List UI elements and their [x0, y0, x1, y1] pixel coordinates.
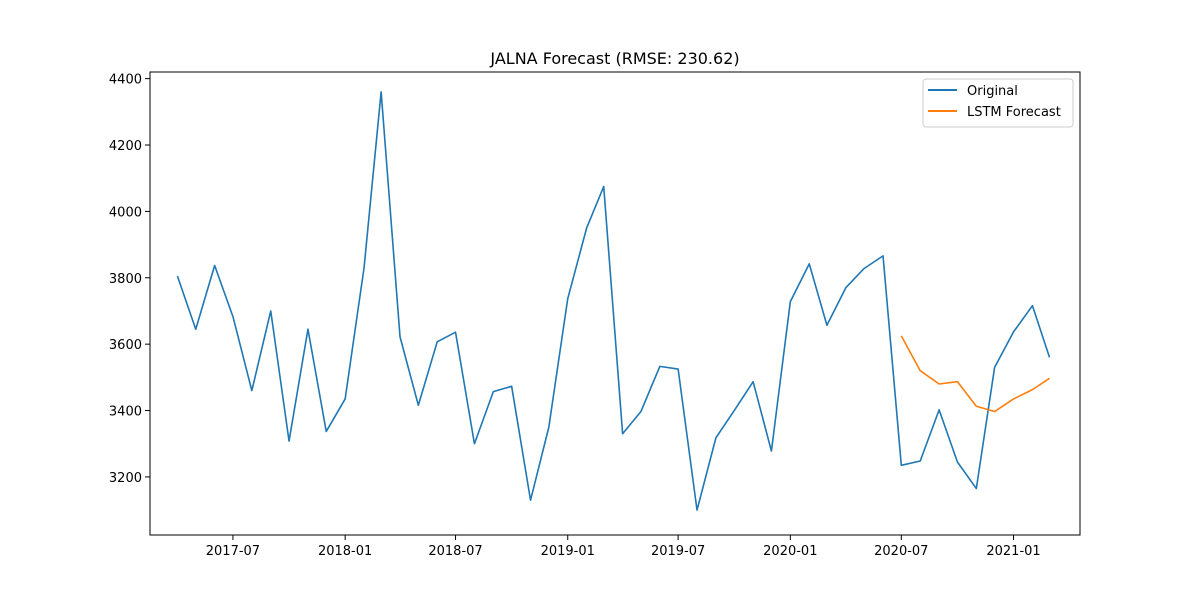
- y-tick-label: 4000: [109, 205, 142, 220]
- data-point-original: [436, 341, 438, 343]
- chart-title: JALNA Forecast (RMSE: 230.62): [489, 49, 739, 68]
- data-point-original: [1031, 305, 1033, 307]
- data-point-original: [380, 91, 382, 93]
- data-point-original: [325, 430, 327, 432]
- data-point-lstm-forecast: [956, 381, 958, 383]
- legend: Original LSTM Forecast: [922, 78, 1074, 128]
- data-point-original: [492, 391, 494, 393]
- y-tick-label: 4200: [109, 139, 142, 154]
- data-point-lstm-forecast: [900, 335, 902, 337]
- data-point-original: [473, 443, 475, 445]
- data-point-original: [994, 366, 996, 368]
- y-tick-label: 3200: [109, 471, 142, 486]
- data-point-original: [1013, 331, 1015, 333]
- data-point-original: [845, 287, 847, 289]
- series-line-original: [176, 91, 1051, 511]
- data-point-original: [640, 411, 642, 413]
- legend-label-original: Original: [967, 84, 1018, 99]
- data-point-original: [770, 450, 772, 452]
- data-point-original: [603, 186, 605, 188]
- x-tick-label: 2021-01: [986, 544, 1040, 559]
- data-point-original: [288, 440, 290, 442]
- data-point-original: [696, 509, 698, 511]
- data-point-original: [363, 267, 365, 269]
- data-point-original: [586, 227, 588, 229]
- data-point-original: [399, 336, 401, 338]
- data-point-original: [715, 437, 717, 439]
- data-point-original: [919, 460, 921, 462]
- legend-box: [922, 78, 1074, 128]
- data-point-original: [752, 381, 754, 383]
- data-point-lstm-forecast: [975, 405, 977, 407]
- plot-frame: [149, 71, 1081, 536]
- data-point-original: [195, 328, 197, 330]
- data-point-original: [789, 301, 791, 303]
- data-point-original: [232, 316, 234, 318]
- data-point-original: [214, 265, 216, 267]
- x-tick-label: 2017-07: [206, 544, 260, 559]
- data-point-original: [733, 410, 735, 412]
- data-point-original: [417, 404, 419, 406]
- data-point-lstm-forecast: [919, 370, 921, 372]
- x-tick-label: 2018-01: [318, 544, 372, 559]
- data-point-original: [622, 433, 624, 435]
- data-point-original: [307, 328, 309, 330]
- data-point-original: [808, 263, 810, 265]
- series-line-lstm-forecast: [900, 335, 1050, 413]
- y-tick-label: 3600: [109, 338, 142, 353]
- data-point-original: [251, 390, 253, 392]
- data-point-original: [270, 310, 272, 312]
- data-point-original: [176, 275, 178, 277]
- data-point-original: [882, 255, 884, 257]
- data-point-lstm-forecast: [1049, 377, 1051, 379]
- data-point-original: [956, 461, 958, 463]
- legend-label-lstm-forecast: LSTM Forecast: [967, 105, 1061, 120]
- series-layer: [176, 91, 1051, 511]
- data-point-original: [659, 365, 661, 367]
- axes-layer: 2017-07 2018-01 2018-07 2019-01 2019-07 2020-…: [109, 73, 1041, 559]
- x-tick-label: 2020-01: [763, 544, 817, 559]
- data-point-original: [975, 488, 977, 490]
- y-tick-label: 3800: [109, 272, 142, 287]
- x-tick-label: 2018-07: [428, 544, 482, 559]
- x-tick-label: 2020-07: [874, 544, 928, 559]
- data-point-original: [455, 331, 457, 333]
- y-tick-label: 3400: [109, 405, 142, 420]
- data-point-lstm-forecast: [994, 411, 996, 413]
- data-point-lstm-forecast: [1013, 398, 1015, 400]
- data-point-original: [567, 298, 569, 300]
- data-point-lstm-forecast: [1031, 389, 1033, 391]
- data-point-original: [530, 499, 532, 501]
- y-tick-label: 4400: [109, 73, 142, 88]
- data-point-original: [900, 464, 902, 466]
- data-point-original: [548, 426, 550, 428]
- data-point-lstm-forecast: [938, 383, 940, 385]
- data-point-original: [1049, 356, 1051, 358]
- x-tick-label: 2019-01: [541, 544, 595, 559]
- data-point-original: [938, 409, 940, 411]
- data-point-original: [511, 385, 513, 387]
- data-point-original: [863, 267, 865, 269]
- data-point-original: [677, 368, 679, 370]
- data-point-original: [826, 324, 828, 326]
- x-tick-label: 2019-07: [651, 544, 705, 559]
- data-point-original: [344, 398, 346, 400]
